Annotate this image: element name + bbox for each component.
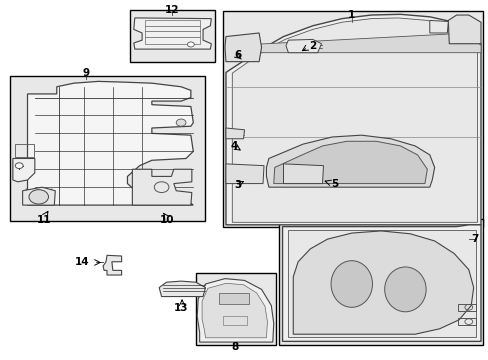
Circle shape bbox=[29, 190, 48, 204]
Polygon shape bbox=[283, 164, 323, 184]
Text: 13: 13 bbox=[174, 303, 188, 313]
Polygon shape bbox=[282, 225, 480, 341]
Text: 6: 6 bbox=[234, 50, 241, 60]
Text: 12: 12 bbox=[165, 5, 179, 15]
Circle shape bbox=[187, 42, 194, 47]
Text: 9: 9 bbox=[82, 68, 89, 78]
Polygon shape bbox=[22, 187, 55, 205]
Text: 7: 7 bbox=[470, 234, 478, 244]
Bar bbox=[222, 12, 483, 226]
Polygon shape bbox=[225, 128, 244, 139]
Polygon shape bbox=[232, 33, 480, 53]
Polygon shape bbox=[219, 293, 249, 304]
Text: 3: 3 bbox=[234, 180, 241, 190]
Polygon shape bbox=[266, 135, 434, 187]
Bar bbox=[130, 10, 215, 62]
Polygon shape bbox=[232, 18, 477, 222]
Circle shape bbox=[15, 163, 23, 168]
Polygon shape bbox=[285, 40, 321, 53]
Bar bbox=[10, 76, 205, 221]
Ellipse shape bbox=[384, 267, 425, 312]
Polygon shape bbox=[288, 230, 475, 337]
Text: 10: 10 bbox=[160, 215, 174, 225]
Text: 11: 11 bbox=[36, 215, 51, 225]
Bar bbox=[278, 220, 483, 345]
Polygon shape bbox=[273, 141, 427, 184]
Polygon shape bbox=[27, 81, 193, 205]
Text: 2: 2 bbox=[308, 41, 316, 50]
Polygon shape bbox=[202, 283, 267, 338]
Text: 8: 8 bbox=[231, 342, 238, 352]
Circle shape bbox=[176, 119, 185, 126]
Text: 5: 5 bbox=[330, 179, 338, 189]
Polygon shape bbox=[159, 281, 205, 297]
Text: 4: 4 bbox=[230, 141, 237, 151]
Polygon shape bbox=[225, 164, 264, 184]
Text: 14: 14 bbox=[75, 257, 90, 267]
Polygon shape bbox=[224, 33, 261, 62]
Polygon shape bbox=[103, 255, 122, 275]
Polygon shape bbox=[293, 231, 473, 334]
Bar bbox=[195, 273, 276, 345]
Text: 1: 1 bbox=[347, 10, 355, 20]
Ellipse shape bbox=[330, 261, 372, 307]
Polygon shape bbox=[134, 18, 211, 49]
Polygon shape bbox=[429, 21, 447, 33]
Polygon shape bbox=[13, 158, 35, 182]
Polygon shape bbox=[132, 169, 191, 205]
Polygon shape bbox=[447, 15, 480, 44]
Polygon shape bbox=[225, 14, 480, 225]
Polygon shape bbox=[197, 279, 273, 342]
